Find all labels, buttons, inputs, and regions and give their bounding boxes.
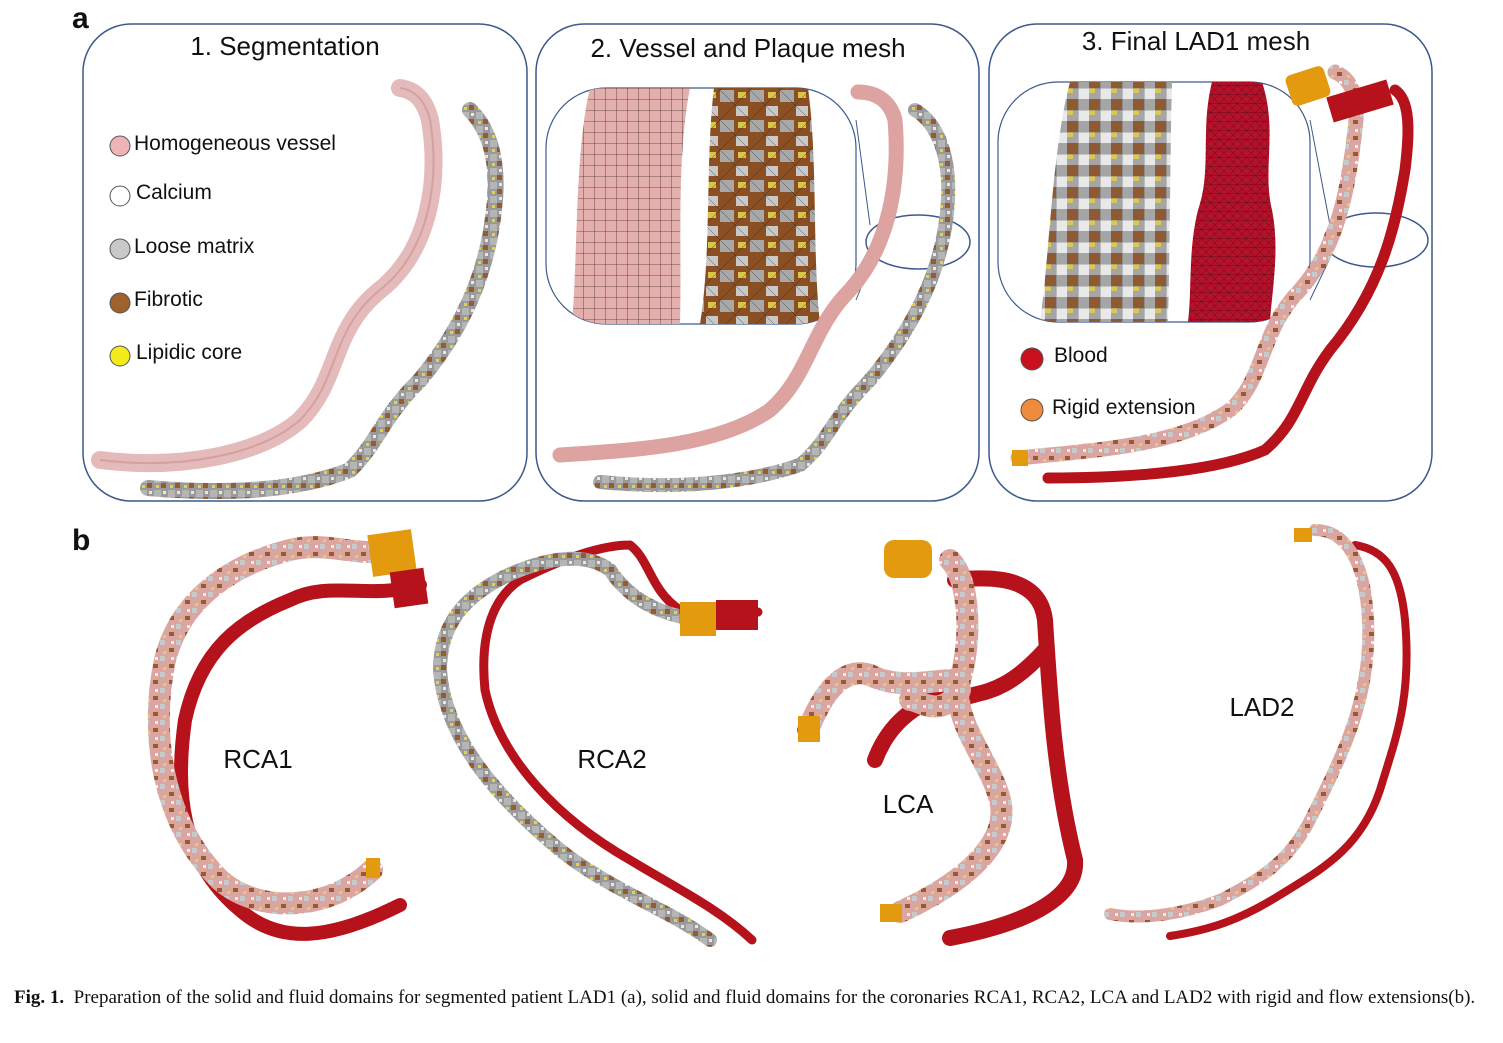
gray-circle-icon [109, 238, 131, 260]
legend-label: Calcium [136, 181, 212, 204]
blood-domain-shape [173, 578, 427, 941]
subpanel-frame [82, 23, 528, 502]
rigid-extension-shape [1294, 528, 1312, 542]
rca2-model: RCA2 [432, 540, 763, 947]
rigid-extension-shape [798, 716, 820, 742]
blood-flow-extension-shape [1326, 79, 1394, 123]
white-circle-icon [109, 185, 131, 207]
subpanel-title: 3. Final LAD1 mesh [1082, 26, 1310, 56]
legend-label: Lipidic core [136, 341, 242, 364]
rigid-extension-shape [884, 540, 932, 578]
rigid-extension-shape [880, 904, 902, 922]
caption-text: Preparation of the solid and fluid domai… [73, 987, 1476, 1008]
model-label: LCA [883, 789, 934, 819]
model-label: RCA1 [223, 744, 292, 774]
legend-label: Fibrotic [134, 288, 203, 311]
subpanel-frame [535, 23, 980, 502]
lad2-model: LAD2 [1104, 524, 1411, 940]
solid-mesh-closeup [1040, 82, 1172, 322]
yellow-circle-icon [109, 345, 131, 367]
blood-flow-extension-shape [716, 600, 758, 630]
rigid-extension-shape [367, 529, 417, 577]
plaque-mesh-shape [593, 103, 956, 493]
vessel-mesh-closeup [572, 88, 690, 324]
subpanel-title: 1. Segmentation [190, 31, 379, 61]
zoom-ellipse [865, 214, 971, 270]
pink-circle-icon [109, 135, 131, 157]
rigid-extension-shape [680, 602, 716, 636]
panel-b-letter: b [72, 524, 90, 557]
final-mesh-legend: Blood Rigid extension [1020, 344, 1196, 422]
blood-domain-shape [1042, 84, 1414, 484]
model-label: LAD2 [1229, 692, 1294, 722]
red-circle-icon [1020, 347, 1044, 371]
rigid-extension-shape [366, 858, 380, 878]
blood-flow-extension-shape [389, 567, 429, 609]
subpanel-frame [988, 23, 1433, 502]
rigid-extension-shape [1285, 66, 1331, 106]
brown-circle-icon [109, 292, 131, 314]
plaque-shape [140, 102, 504, 499]
legend-label: Homogeneous vessel [134, 132, 336, 155]
rigid-extension-shape [1012, 450, 1028, 466]
caption-label: Fig. 1. [14, 987, 65, 1008]
legend-label: Loose matrix [134, 235, 255, 258]
subpanel-final-mesh: 3. Final LAD1 mesh Blood Rigid extension [988, 23, 1433, 502]
model-label: RCA2 [577, 744, 646, 774]
lca-model: LCA [797, 540, 1084, 946]
segmentation-legend: Homogeneous vessel Calcium Loose matrix … [109, 132, 336, 367]
rca1-model: RCA1 [147, 529, 429, 941]
panel-a-letter: a [72, 2, 89, 35]
figure-caption: Fig. 1. Preparation of the solid and flu… [14, 985, 1494, 1010]
solid-domain-shape [1010, 64, 1364, 466]
zoom-inset [997, 81, 1331, 323]
zoom-inset [545, 87, 871, 325]
plaque-mesh-closeup [700, 88, 820, 324]
blood-mesh-closeup [1188, 82, 1276, 322]
legend-label: Rigid extension [1052, 396, 1196, 419]
solid-domain-shape [147, 536, 406, 915]
blood-domain-shape [1166, 541, 1411, 940]
subpanel-vessel-plaque-mesh: 2. Vessel and Plaque mesh [535, 23, 980, 502]
solid-domain-shape [797, 549, 1013, 923]
vessel-mesh-shape [552, 84, 904, 463]
subpanel-title: 2. Vessel and Plaque mesh [590, 33, 905, 63]
solid-domain-shape [1104, 524, 1375, 923]
subpanel-segmentation: 1. Segmentation Homogeneous vessel Calci… [82, 23, 528, 502]
orange-circle-icon [1020, 398, 1044, 422]
solid-domain-shape [432, 551, 717, 947]
legend-label: Blood [1054, 344, 1108, 367]
